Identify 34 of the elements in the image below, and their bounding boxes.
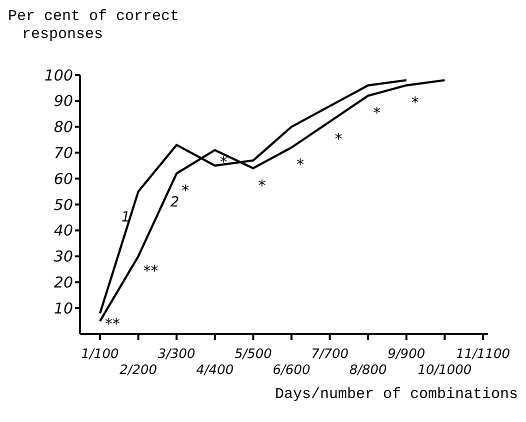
annotation: *	[182, 182, 190, 200]
x-tick-label: 6/600	[272, 363, 310, 378]
y-tick-label: 50	[54, 196, 73, 214]
x-tick-label: 7/700	[311, 347, 349, 362]
annotation: **	[143, 262, 159, 280]
y-tick-label: 60	[54, 170, 73, 188]
x-axis-title: Days/number of combinations	[274, 386, 518, 403]
annotation: *	[220, 153, 228, 172]
y-tick-label: 40	[54, 222, 73, 240]
annotation: *	[373, 104, 382, 122]
x-tick-label: 5/500	[234, 347, 272, 362]
x-tick-label: 3/300	[158, 347, 196, 362]
annotation: *	[296, 156, 304, 174]
y-tick-label: 30	[54, 248, 73, 266]
annotation: *	[411, 94, 420, 112]
annotation: *	[258, 176, 266, 194]
x-tick-label: 9/900	[388, 347, 426, 362]
y-tick-label: 100	[44, 66, 73, 84]
y-axis-title: Per cent of correct responses	[8, 8, 180, 44]
annotation: **	[105, 315, 120, 333]
x-tick-label: 1/100	[81, 347, 119, 362]
y-tick-label: 90	[54, 92, 73, 110]
x-tick-label: 11/1100	[456, 347, 510, 362]
y-tick-label: 80	[54, 118, 73, 136]
x-tick-label: 4/400	[196, 363, 234, 378]
x-tick-label: 2/200	[120, 363, 158, 378]
x-tick-label: 10/1000	[418, 363, 472, 378]
y-tick-label: 10	[54, 299, 73, 318]
annotation: *	[334, 130, 343, 148]
series-label: 2	[170, 194, 180, 210]
y-tick-label: 70	[54, 144, 73, 162]
series-label: 1	[121, 210, 130, 226]
x-tick-label: 8/800	[349, 363, 387, 378]
y-tick-label: 20	[54, 274, 73, 292]
